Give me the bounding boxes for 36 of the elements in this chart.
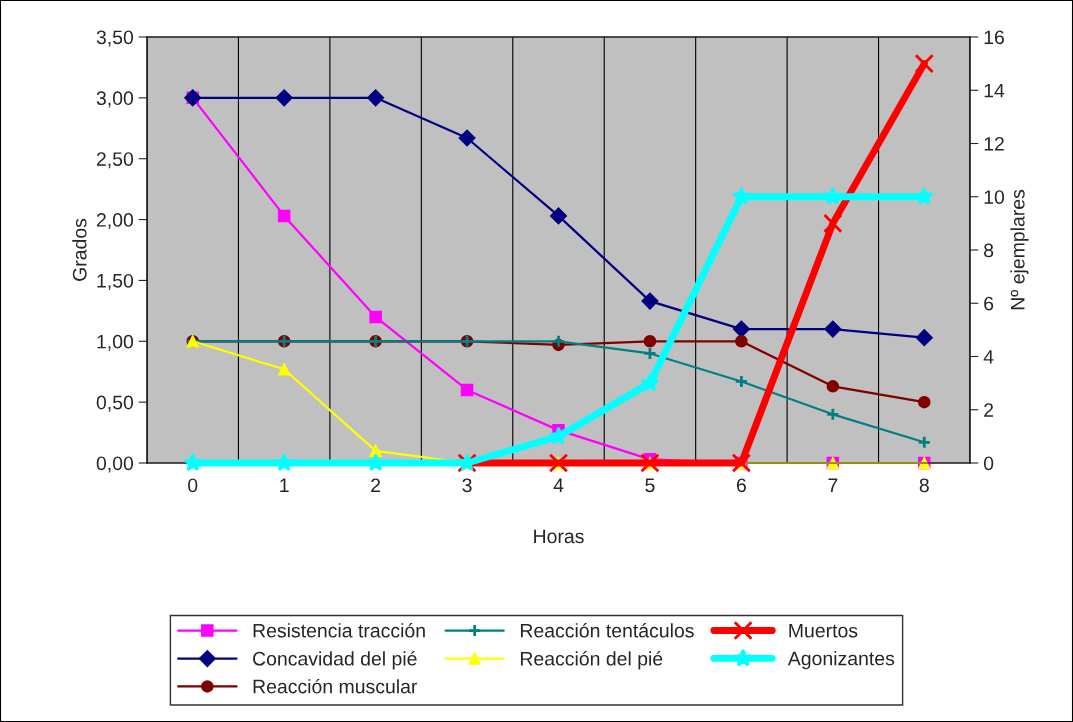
y-tick-label: 2,00 (96, 213, 134, 230)
y-tick-label: 1,50 (97, 273, 134, 290)
x-tick-label: 7 (828, 478, 838, 492)
y2-tick-label: 10 (984, 190, 1005, 204)
legend-label: Concavidad del pié (253, 651, 417, 670)
y-tick-label: 1,00 (97, 334, 134, 351)
x-axis-title: Horas (534, 529, 584, 544)
y-axis-title: Grados (72, 218, 87, 281)
legend-label: Reacción muscular (253, 678, 418, 694)
x-tick-label: 8 (919, 478, 929, 493)
legend-label: Reacción tentáculos (520, 623, 694, 638)
x-tick-label: 4 (553, 478, 564, 492)
y2-tick-label: 6 (984, 296, 994, 311)
legend-label: Resistencia tracción (253, 623, 425, 638)
y-tick-label: 3,50 (96, 30, 134, 47)
y-tick-label: 0,00 (96, 456, 134, 473)
legend-label: Reacción del pié (520, 651, 663, 670)
x-tick-label: 5 (645, 478, 655, 493)
x-tick-label: 0 (188, 478, 198, 493)
x-tick-label: 1 (280, 478, 289, 492)
y-tick-label: 0,50 (96, 395, 134, 412)
y-tick-label: 3,00 (96, 91, 134, 108)
y2-tick-label: 8 (984, 243, 994, 258)
y2-tick-label: 16 (984, 30, 1004, 45)
x-tick-label: 2 (371, 478, 381, 492)
x-tick-label: 3 (462, 478, 472, 493)
legend-label: Agonizantes (787, 651, 895, 670)
y2-tick-label: 0 (983, 456, 994, 471)
y2-tick-label: 14 (984, 83, 1005, 98)
y2-axis-title: Nº ejemplares (1010, 189, 1029, 310)
y2-tick-label: 2 (984, 403, 994, 417)
y2-tick-label: 12 (984, 136, 1004, 151)
legend-label: Muertos (789, 623, 858, 638)
x-tick-label: 6 (736, 478, 746, 493)
y-tick-label: 2,50 (96, 152, 134, 169)
y2-tick-label: 4 (983, 350, 994, 364)
